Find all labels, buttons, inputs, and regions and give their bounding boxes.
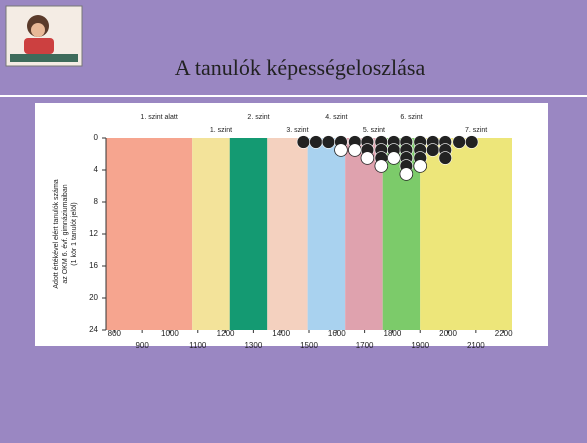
student-filled (465, 136, 478, 149)
level-band (192, 138, 230, 330)
y-tick-label: 12 (89, 229, 98, 238)
x-tick-label: 900 (135, 341, 149, 350)
photo-face (31, 23, 45, 37)
x-tick-label: 2200 (495, 329, 513, 338)
x-tick-label: 1500 (300, 341, 318, 350)
page: {"chart_data": {"type": "bands_dots", "t… (0, 0, 587, 443)
x-tick-label: 2100 (467, 341, 485, 350)
photo (6, 6, 82, 66)
x-tick-label: 1300 (244, 341, 262, 350)
level-label: 2. szint (247, 114, 269, 121)
x-tick-label: 1900 (411, 341, 429, 350)
slide: A tanulók képességeloszlása Adott értéké… (0, 0, 587, 443)
student-open (387, 152, 400, 165)
y-tick-label: 8 (94, 197, 99, 206)
x-tick-label: 1600 (328, 329, 346, 338)
student-open (348, 144, 361, 157)
student-filled (322, 136, 335, 149)
x-tick-label: 2000 (439, 329, 457, 338)
y-axis-title-line: (1 kör 1 tanulót jelöl) (71, 202, 78, 265)
level-band (267, 138, 307, 330)
photo-body (24, 38, 54, 54)
student-filled (439, 152, 452, 165)
student-open (400, 168, 413, 181)
y-tick-label: 16 (89, 261, 98, 270)
level-label: 1. szint (210, 127, 232, 134)
x-tick-label: 1200 (217, 329, 235, 338)
level-label: 3. szint (286, 127, 308, 134)
y-tick-label: 20 (89, 293, 98, 302)
level-band (308, 138, 346, 330)
student-open (375, 160, 388, 173)
student-open (335, 144, 348, 157)
student-filled (453, 136, 466, 149)
y-axis-title-line: Adott értékével elért tanulók száma (53, 179, 60, 288)
level-label: 5. szint (363, 127, 385, 134)
student-filled (426, 144, 439, 157)
level-band (230, 138, 268, 330)
y-axis-title-line: az OKM 6. évf. gimnáziumaiban (62, 184, 69, 283)
student-open (361, 152, 374, 165)
level-label: 6. szint (400, 114, 422, 121)
level-label: 7. szint (465, 127, 487, 134)
slide-title: A tanulók képességeloszlása (175, 55, 426, 80)
student-filled (297, 136, 310, 149)
x-tick-label: 800 (108, 329, 122, 338)
photo-desk (10, 54, 78, 62)
level-label: 1. szint alatt (140, 114, 177, 121)
x-tick-label: 1700 (356, 341, 374, 350)
student-filled (310, 136, 323, 149)
level-label: 4. szint (325, 114, 347, 121)
level-band (106, 138, 192, 330)
x-tick-label: 1100 (189, 341, 207, 350)
y-tick-label: 0 (94, 133, 99, 142)
y-tick-label: 24 (89, 325, 98, 334)
x-tick-label: 1000 (161, 329, 179, 338)
level-band (420, 138, 512, 330)
y-tick-label: 4 (94, 165, 99, 174)
student-open (414, 160, 427, 173)
x-tick-label: 1400 (272, 329, 290, 338)
x-tick-label: 1800 (384, 329, 402, 338)
